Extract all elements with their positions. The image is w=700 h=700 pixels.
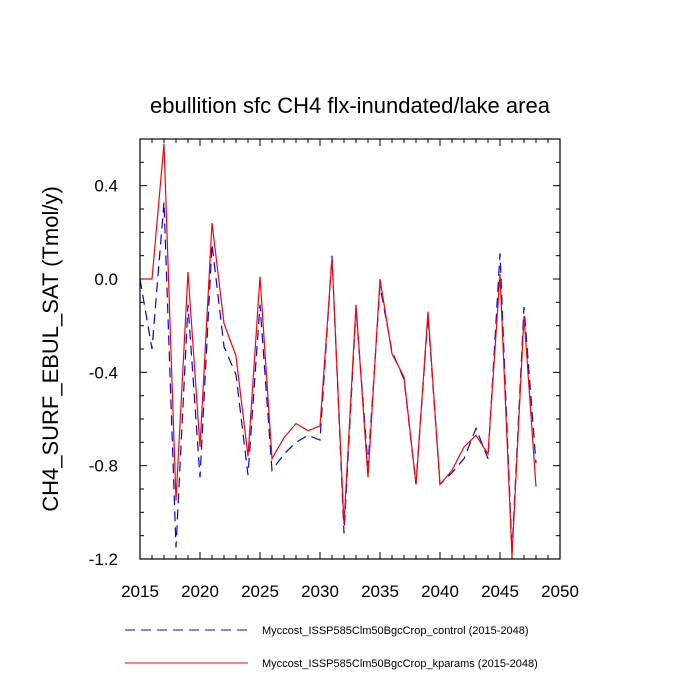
x-tick-label: 2015 (121, 582, 159, 601)
y-axis-label: CH4_SURF_EBUL_SAT (Tmol/y) (38, 186, 63, 512)
y-tick-label: 0.4 (94, 177, 118, 196)
x-tick-label: 2025 (241, 582, 279, 601)
x-tick-label: 2040 (421, 582, 459, 601)
y-tick-label: -0.8 (89, 457, 118, 476)
x-tick-label: 2020 (181, 582, 219, 601)
series-line-control (139, 201, 537, 553)
x-tick-label: 2030 (301, 582, 339, 601)
y-tick-label: -1.2 (89, 550, 118, 569)
series-line-kparams (140, 143, 537, 557)
x-tick-label: 2035 (361, 582, 399, 601)
y-tick-label: 0.0 (94, 270, 118, 289)
y-tick-label: -0.4 (89, 363, 118, 382)
legend-label: Myccost_ISSP585Clm50BgcCrop_kparams (201… (262, 658, 538, 670)
x-tick-label: 2050 (541, 582, 579, 601)
chart-title: ebullition sfc CH4 flx-inundated/lake ar… (150, 93, 551, 118)
legend: Myccost_ISSP585Clm50BgcCrop_control (201… (125, 625, 538, 670)
x-tick-label: 2045 (481, 582, 519, 601)
plot-frame (139, 138, 561, 560)
legend-label: Myccost_ISSP585Clm50BgcCrop_control (201… (262, 625, 529, 637)
